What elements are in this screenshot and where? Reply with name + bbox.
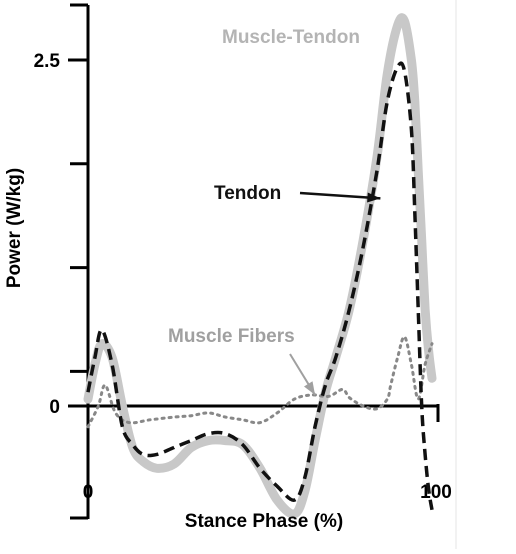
annotation-tendon: Tendon <box>214 183 281 204</box>
annotation-arrowhead-tendon <box>367 192 381 203</box>
series-line-muscle-tendon <box>83 13 437 519</box>
x-axis-label: Stance Phase (%) <box>185 511 343 532</box>
x-tick-label: 100 <box>420 482 452 503</box>
series-layer <box>83 13 437 519</box>
axes: 2.5 0 0 100 <box>34 0 457 549</box>
y-tick-label: 0 <box>49 397 60 418</box>
y-tick-label: 2.5 <box>34 51 61 72</box>
annotation-arrowhead-muscle-fibers <box>303 381 316 395</box>
annotation-layer: Muscle-Tendon Tendon Muscle Fibers <box>168 27 381 396</box>
annotation-arrow-tendon <box>299 191 381 200</box>
y-axis-label: Power (W/kg) <box>4 168 25 288</box>
annotation-muscle-fibers: Muscle Fibers <box>168 326 295 347</box>
series-line-tendon <box>86 61 434 511</box>
label-layer: Power (W/kg) Stance Phase (%) <box>4 168 343 532</box>
annotation-muscle-tendon: Muscle-Tendon <box>222 27 360 48</box>
x-tick-label: 0 <box>83 482 94 503</box>
series-line-muscle-fibers <box>86 335 434 429</box>
